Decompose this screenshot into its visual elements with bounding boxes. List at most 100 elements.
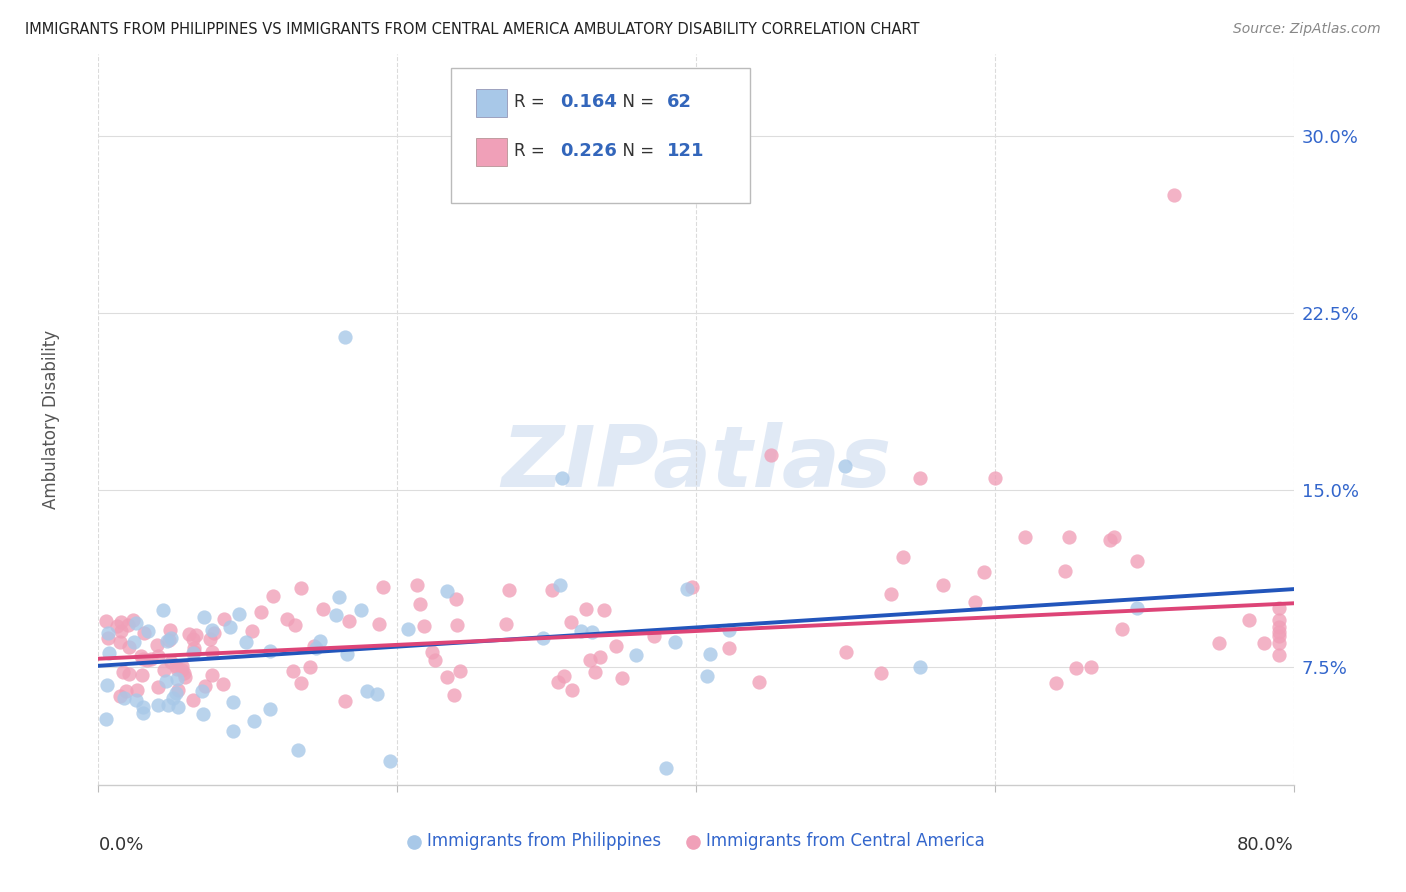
Point	[1111, 622, 1133, 636]
Point	[146, 638, 169, 652]
Point	[443, 688, 465, 702]
Text: IMMIGRANTS FROM PHILIPPINES VS IMMIGRANTS FROM CENTRAL AMERICA AMBULATORY DISABI: IMMIGRANTS FROM PHILIPPINES VS IMMIGRANT…	[25, 22, 920, 37]
FancyBboxPatch shape	[477, 137, 508, 166]
Point	[681, 580, 703, 594]
Point	[409, 597, 432, 611]
Point	[547, 674, 569, 689]
Point	[181, 632, 204, 646]
Point	[1267, 624, 1289, 639]
Text: N =: N =	[613, 93, 659, 111]
Point	[155, 674, 177, 689]
Point	[290, 582, 312, 596]
Point	[235, 635, 257, 649]
Point	[159, 623, 181, 637]
Point	[302, 639, 325, 653]
Point	[569, 624, 592, 638]
Point	[152, 602, 174, 616]
Point	[153, 663, 176, 677]
Point	[1066, 660, 1088, 674]
Point	[125, 693, 148, 707]
Point	[436, 670, 458, 684]
Point	[356, 684, 378, 698]
Point	[194, 679, 217, 693]
Point	[283, 618, 305, 632]
Point	[1267, 601, 1289, 615]
Point	[973, 566, 995, 580]
Point	[553, 669, 575, 683]
FancyBboxPatch shape	[477, 88, 508, 117]
Point	[136, 624, 159, 638]
Point	[118, 667, 141, 681]
Point	[834, 459, 856, 474]
Point	[366, 687, 388, 701]
Text: 121: 121	[668, 142, 704, 160]
Point	[132, 700, 155, 714]
Point	[541, 582, 564, 597]
Point	[167, 682, 190, 697]
Point	[96, 678, 118, 692]
Point	[121, 613, 143, 627]
Legend: Immigrants from Philippines, Immigrants from Central America: Immigrants from Philippines, Immigrants …	[401, 826, 991, 857]
Point	[965, 595, 987, 609]
Text: 0.0%: 0.0%	[98, 836, 143, 855]
Point	[446, 618, 468, 632]
Point	[129, 649, 152, 664]
Point	[127, 682, 149, 697]
Point	[413, 618, 436, 632]
Point	[221, 723, 243, 738]
Point	[664, 635, 686, 649]
Text: Ambulatory Disability: Ambulatory Disability	[42, 330, 59, 508]
Point	[835, 645, 858, 659]
Point	[1125, 601, 1147, 615]
Point	[183, 640, 205, 655]
Point	[589, 649, 612, 664]
Point	[118, 640, 141, 654]
Point	[908, 660, 931, 674]
Point	[177, 627, 200, 641]
Point	[170, 663, 193, 677]
Point	[931, 578, 953, 592]
Point	[125, 615, 148, 630]
Point	[531, 631, 554, 645]
Point	[193, 610, 215, 624]
Point	[157, 633, 180, 648]
Point	[984, 471, 1007, 485]
Point	[1208, 636, 1230, 650]
Point	[1267, 613, 1289, 627]
Point	[1054, 564, 1077, 578]
Text: N =: N =	[613, 142, 659, 160]
Point	[174, 670, 197, 684]
Point	[97, 625, 120, 640]
Point	[717, 640, 740, 655]
Point	[423, 652, 446, 666]
Point	[578, 653, 600, 667]
Point	[550, 578, 572, 592]
Point	[581, 625, 603, 640]
Point	[1267, 648, 1289, 663]
Point	[166, 663, 188, 677]
Point	[191, 683, 214, 698]
Point	[191, 707, 214, 722]
Point	[181, 646, 204, 660]
Point	[583, 665, 606, 679]
Point	[643, 629, 665, 643]
Point	[328, 591, 350, 605]
Point	[312, 602, 335, 616]
Point	[146, 698, 169, 713]
Point	[605, 639, 627, 653]
Point	[561, 683, 583, 698]
Point	[893, 549, 915, 564]
Point	[181, 692, 204, 706]
Point	[880, 587, 903, 601]
Point	[748, 674, 770, 689]
Text: ZIPatlas: ZIPatlas	[501, 422, 891, 505]
Point	[1267, 620, 1289, 634]
Point	[371, 580, 394, 594]
Point	[498, 582, 520, 597]
Point	[139, 652, 162, 666]
Point	[110, 615, 132, 629]
Point	[201, 645, 224, 659]
Point	[333, 694, 356, 708]
Point	[1163, 188, 1185, 202]
Point	[162, 690, 184, 705]
